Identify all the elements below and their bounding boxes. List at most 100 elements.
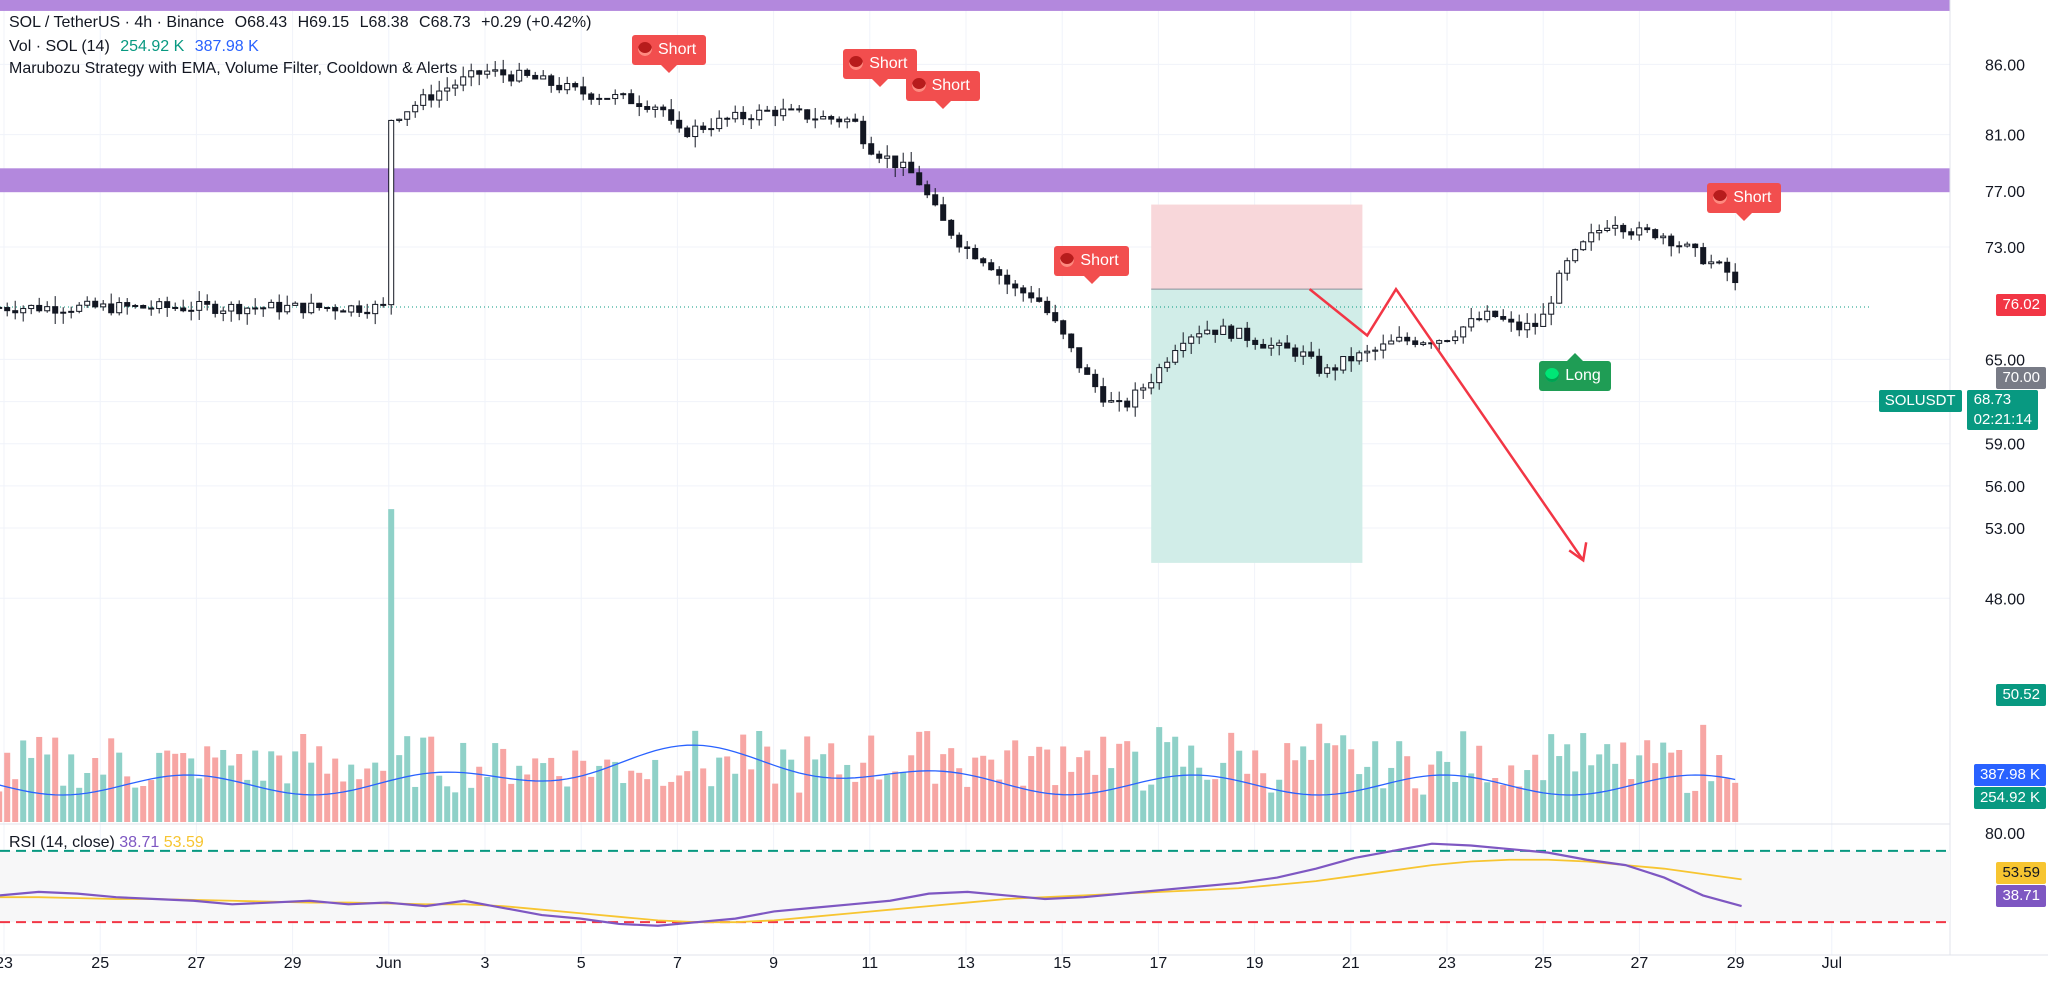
short-signal-label[interactable]: Short [1054,246,1129,285]
price-tick-label: 81.00 [1985,128,2025,145]
candle-body [84,300,91,306]
volume-bar [1436,751,1443,822]
volume-bar [772,783,779,822]
symbol-title[interactable]: SOL / TetherUS · 4h · Binance [9,14,225,31]
candle-body [1476,318,1483,321]
candle-body [436,90,443,101]
candle-body [188,309,195,312]
candle-body [1252,339,1259,345]
volume-bar [1636,755,1643,822]
volume-bar [1692,790,1699,822]
candle-body [1508,318,1515,323]
volume-bar [204,746,211,822]
volume-bar [1420,794,1427,822]
volume-bar [1300,746,1307,822]
candle-body [1348,356,1355,362]
candle-body [1700,247,1707,265]
signal-text: Short [1733,188,1772,206]
candle-body [132,304,139,307]
candle-body [636,103,643,108]
volume-bar [756,731,763,822]
candle-body [748,118,755,121]
volume-legend: Vol · SOL (14) 254.92 K 387.98 K [9,38,265,56]
candle-body [1452,336,1459,342]
candle-body [572,83,579,88]
date-tick-label: 23 [0,955,13,972]
projection-arrowhead [1568,542,1588,563]
candle-body [308,302,315,314]
candle-body [228,303,235,312]
date-tick-label: 11 [861,955,878,972]
volume-label[interactable]: Vol · SOL (14) [9,38,110,55]
short-signal-label[interactable]: Short [843,49,918,88]
candle-body [836,118,843,123]
volume-bar [1004,750,1011,822]
volume-bar [356,779,363,822]
volume-bar [1612,763,1619,822]
volume-bar [956,768,963,822]
candle-body [516,69,523,82]
volume-bar [108,738,115,822]
volume-bar [524,774,531,822]
date-tick-label: 29 [284,955,302,972]
candle-body [708,128,715,131]
candle-body [1620,224,1627,233]
candle-body [564,83,571,91]
long-signal-label[interactable]: Long [1539,353,1611,392]
volume-bar [860,762,867,822]
volume-bar [868,735,875,822]
price-tick-label: 48.00 [1985,591,2025,608]
candle-body [124,302,131,307]
volume-bar [1060,746,1067,822]
candle-body [620,93,627,96]
candle-body [260,307,267,310]
volume-bar [1220,762,1227,822]
price-tick-label: 86.00 [1985,57,2025,74]
volume-bar [1524,770,1531,822]
candle-body [1388,340,1395,345]
volume-bar [732,773,739,822]
volume-bar [140,786,147,822]
candle-body [812,118,819,121]
candle-body [60,311,67,314]
short-signal-label[interactable]: Short [905,70,980,109]
price-tick-label: 91.00 [1985,0,2025,4]
red-dot-icon [1713,189,1728,204]
strategy-label[interactable]: Marubozu Strategy with EMA, Volume Filte… [9,60,458,77]
date-tick-label: 3 [481,955,490,972]
candle-body [1020,287,1027,294]
volume-bar [876,779,883,822]
candle-body [1108,400,1115,403]
candle-body [916,172,923,186]
volume-bar [660,785,667,822]
candle-body [284,304,291,313]
short-signal-label[interactable]: Short [1707,182,1782,221]
date-tick-label: 23 [1438,955,1456,972]
volume-bar [1020,785,1027,822]
candle-body [172,306,179,309]
candle-body [692,125,699,138]
rsi-tick-label: 80.00 [1985,826,2025,843]
candle-body [1228,325,1235,339]
red-dot-icon [911,77,926,92]
volume-bar [508,783,515,822]
volume-bar [396,755,403,822]
rsi-label[interactable]: RSI (14, close) [9,834,115,851]
volume-bar [1564,744,1571,822]
volume-bar [492,743,499,822]
short-signal-label[interactable]: Short [632,35,707,74]
volume-bar [1468,773,1475,822]
candle-body [332,307,339,312]
candle-body [1148,382,1155,389]
candle-body [388,119,395,306]
volume-bar [268,751,275,822]
volume-bar [1324,743,1331,822]
volume-bar [1028,756,1035,822]
volume-bar [308,762,315,822]
volume-bar [1076,757,1083,822]
candle-body [420,94,427,106]
projection-path [1308,286,1585,562]
candle-body [548,75,555,86]
candle-body [860,120,867,145]
